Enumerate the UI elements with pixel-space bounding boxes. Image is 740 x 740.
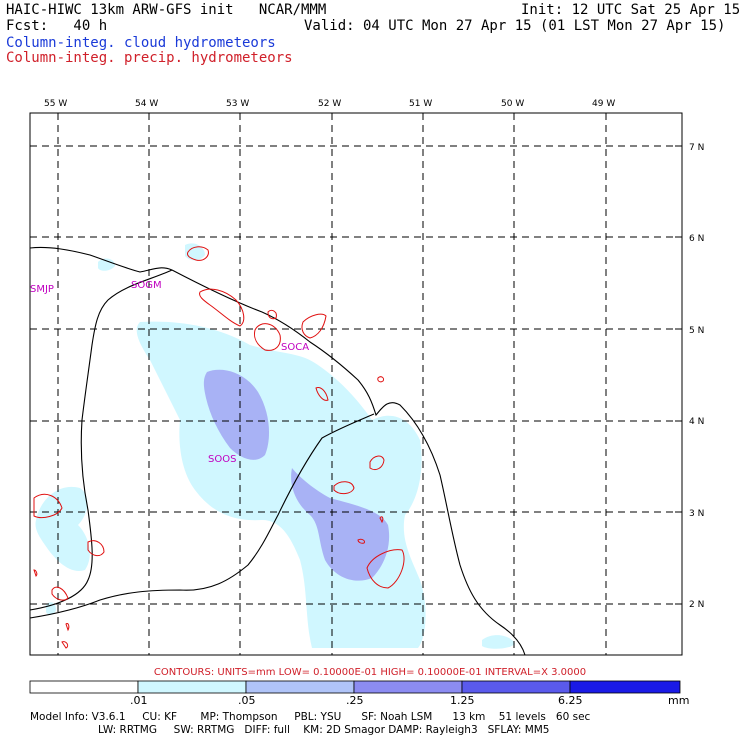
colorbar-bin: [353, 680, 463, 694]
graticule: [30, 113, 682, 655]
contour-note: CONTOURS: UNITS=mm LOW= 0.10000E-01 HIGH…: [153, 667, 587, 678]
lat-label: 2 N: [689, 600, 704, 610]
lat-label: 3 N: [689, 509, 704, 519]
map-frame: [29, 112, 683, 656]
coastline: [29, 246, 526, 656]
colorbar-bin: [245, 680, 355, 694]
colorbar-bin: [569, 680, 681, 694]
lon-label: 55 W: [44, 99, 67, 109]
colorbar-tick: .25: [346, 694, 364, 707]
cloud-shading: [136, 321, 426, 648]
precip-contours: [33, 246, 405, 649]
colorbar-tick: 6.25: [558, 694, 583, 707]
cloud-shading: [185, 243, 205, 261]
cloud-shading: [98, 258, 115, 271]
lon-label: 54 W: [135, 99, 158, 109]
init-time: Init: 12 UTC Sat 25 Apr 15: [521, 2, 740, 18]
colorbar-tick: 1.25: [450, 694, 475, 707]
cloud-shading: [35, 486, 90, 571]
station-label: SOGM: [131, 280, 162, 291]
cloud-shading: [482, 635, 515, 649]
frame-ticks: [57, 113, 682, 605]
cloud-shading: [46, 602, 56, 615]
colorbar-units: mm: [668, 694, 690, 707]
cloud-shading-medium: [291, 468, 390, 581]
colorbar-tick: .05: [238, 694, 256, 707]
colorbar-bin: [461, 680, 571, 694]
model-info-line1: Model Info: V3.6.1 CU: KF MP: Thompson P…: [30, 711, 591, 723]
lat-label: 4 N: [689, 417, 704, 427]
lat-label: 7 N: [689, 143, 704, 153]
lat-label: 5 N: [689, 326, 704, 336]
plot-title: HAIC-HIWC 13km ARW-GFS init NCAR/MMM: [6, 2, 327, 18]
lon-label: 53 W: [226, 99, 249, 109]
lon-label: 51 W: [409, 99, 432, 109]
cloud-legend: Column-integ. cloud hydrometeors: [6, 35, 276, 51]
valid-time: Valid: 04 UTC Mon 27 Apr 15 (01 LST Mon …: [304, 18, 726, 34]
station-label: SOOS: [208, 454, 236, 465]
colorbar-tick: .01: [130, 694, 148, 707]
lon-label: 52 W: [318, 99, 341, 109]
precip-legend: Column-integ. precip. hydrometeors: [6, 50, 293, 66]
station-label: SMJP: [30, 284, 54, 295]
forecast-hour: Fcst: 40 h: [6, 18, 108, 34]
lat-label: 6 N: [689, 234, 704, 244]
lon-label: 49 W: [592, 99, 615, 109]
colorbar-bin: [29, 680, 139, 694]
lon-label: 50 W: [501, 99, 524, 109]
cloud-shading-medium: [203, 369, 270, 460]
model-info-line2: LW: RRTMG SW: RRTMG DIFF: full KM: 2D Sm…: [98, 724, 550, 736]
colorbar: [29, 680, 681, 694]
station-label: SOCA: [281, 342, 309, 353]
colorbar-bin: [137, 680, 247, 694]
